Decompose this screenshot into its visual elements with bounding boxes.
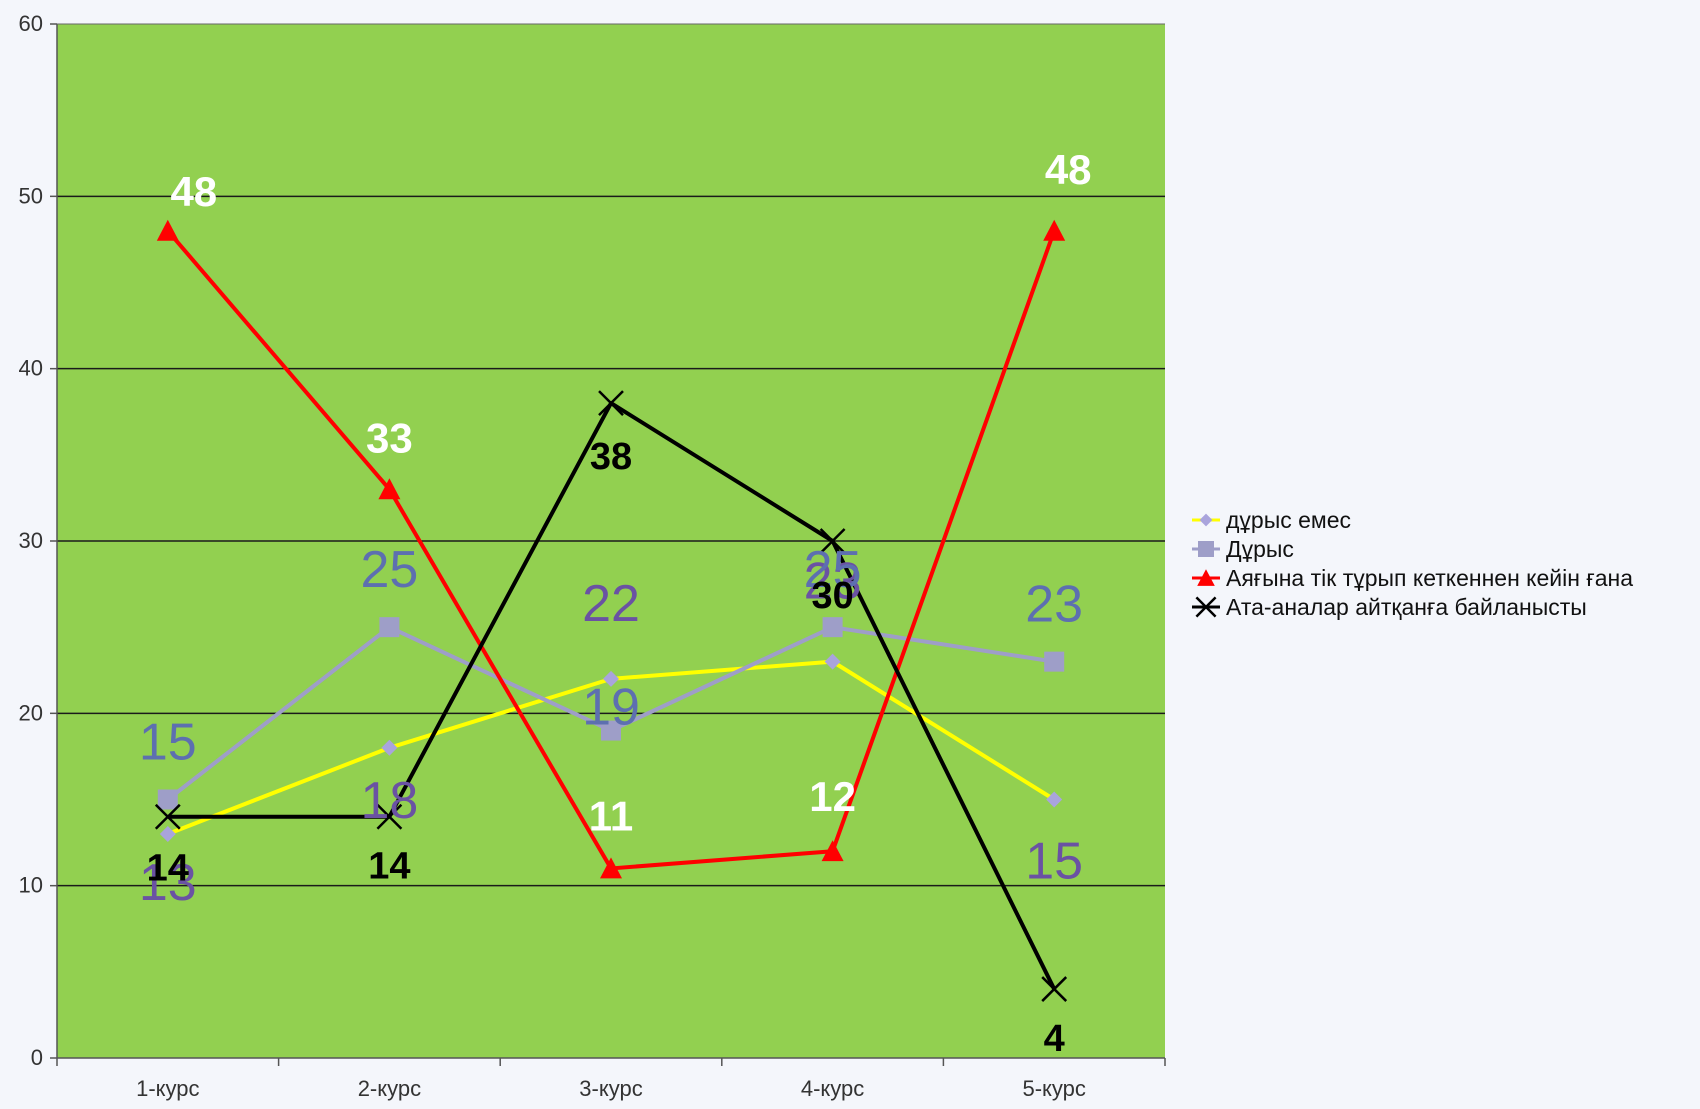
- data-point: [1043, 219, 1066, 241]
- data-label: 4: [1044, 1018, 1065, 1060]
- data-point: [1041, 976, 1068, 1002]
- data-label: 25: [804, 541, 862, 599]
- y-tick-label: 0: [31, 1045, 43, 1070]
- legend-marker: [1197, 569, 1215, 586]
- data-point: [379, 617, 400, 638]
- data-label: 15: [139, 714, 197, 772]
- data-label: 11: [589, 792, 633, 839]
- data-point: [821, 840, 844, 862]
- y-tick-label: 20: [19, 700, 43, 725]
- y-tick-label: 50: [19, 183, 43, 208]
- data-label: 23: [804, 553, 862, 611]
- x-tick-label: 3-курс: [579, 1076, 642, 1101]
- data-point-stroke: [1041, 976, 1068, 1002]
- data-point: [381, 739, 398, 756]
- y-tick-label: 40: [19, 356, 43, 381]
- data-label: 22: [582, 575, 640, 633]
- data-point: [822, 617, 843, 638]
- legend-marker: [1195, 596, 1217, 618]
- data-point: [600, 857, 622, 879]
- data-label: 38: [590, 436, 632, 478]
- data-point: [1046, 791, 1063, 808]
- data-point: [1044, 651, 1065, 672]
- y-tick-label: 10: [19, 873, 43, 898]
- data-label: 48: [170, 168, 217, 215]
- data-point-stroke: [154, 803, 181, 830]
- legend-label: дұрыс емес: [1226, 507, 1351, 533]
- data-point-stroke: [819, 528, 846, 554]
- x-tick-label: 1-курс: [136, 1076, 199, 1101]
- x-tick-label: 4-курс: [801, 1076, 864, 1101]
- data-label: 18: [360, 772, 418, 830]
- y-tick-label: 60: [19, 11, 43, 36]
- data-label: 48: [1045, 146, 1092, 193]
- legend-marker: [1198, 541, 1214, 557]
- data-point: [603, 670, 619, 687]
- data-label: 25: [360, 541, 418, 599]
- data-label: 23: [1025, 576, 1083, 634]
- data-point: [159, 825, 176, 842]
- data-label: 30: [811, 575, 853, 617]
- data-label: 19: [582, 679, 640, 737]
- data-point: [601, 720, 621, 741]
- data-point: [824, 653, 841, 670]
- data-point-stroke: [376, 803, 403, 830]
- data-label: 13: [139, 854, 197, 912]
- data-point: [378, 478, 401, 500]
- legend-label: Аяғына тік тұрып кеткеннен кейін ғана: [1226, 565, 1633, 591]
- data-label: 14: [147, 848, 189, 890]
- data-point: [819, 528, 846, 554]
- y-tick-label: 30: [19, 528, 43, 553]
- data-point: [154, 803, 181, 830]
- legend-label: Ата-аналар айтқанға байланысты: [1226, 594, 1587, 620]
- data-point: [156, 219, 179, 241]
- data-point: [376, 803, 403, 830]
- x-tick-label: 5-курс: [1022, 1076, 1085, 1101]
- data-point: [598, 390, 624, 417]
- data-label: 33: [366, 414, 413, 461]
- legend-marker: [1199, 513, 1213, 527]
- legend-marker-stroke: [1195, 596, 1217, 618]
- data-label: 12: [809, 773, 856, 820]
- data-point: [157, 789, 178, 810]
- legend-label: Дұрыс: [1226, 536, 1294, 562]
- data-point-stroke: [598, 390, 624, 417]
- x-tick-label: 2-курс: [358, 1076, 421, 1101]
- data-label: 14: [368, 846, 410, 888]
- data-label: 15: [1025, 833, 1083, 891]
